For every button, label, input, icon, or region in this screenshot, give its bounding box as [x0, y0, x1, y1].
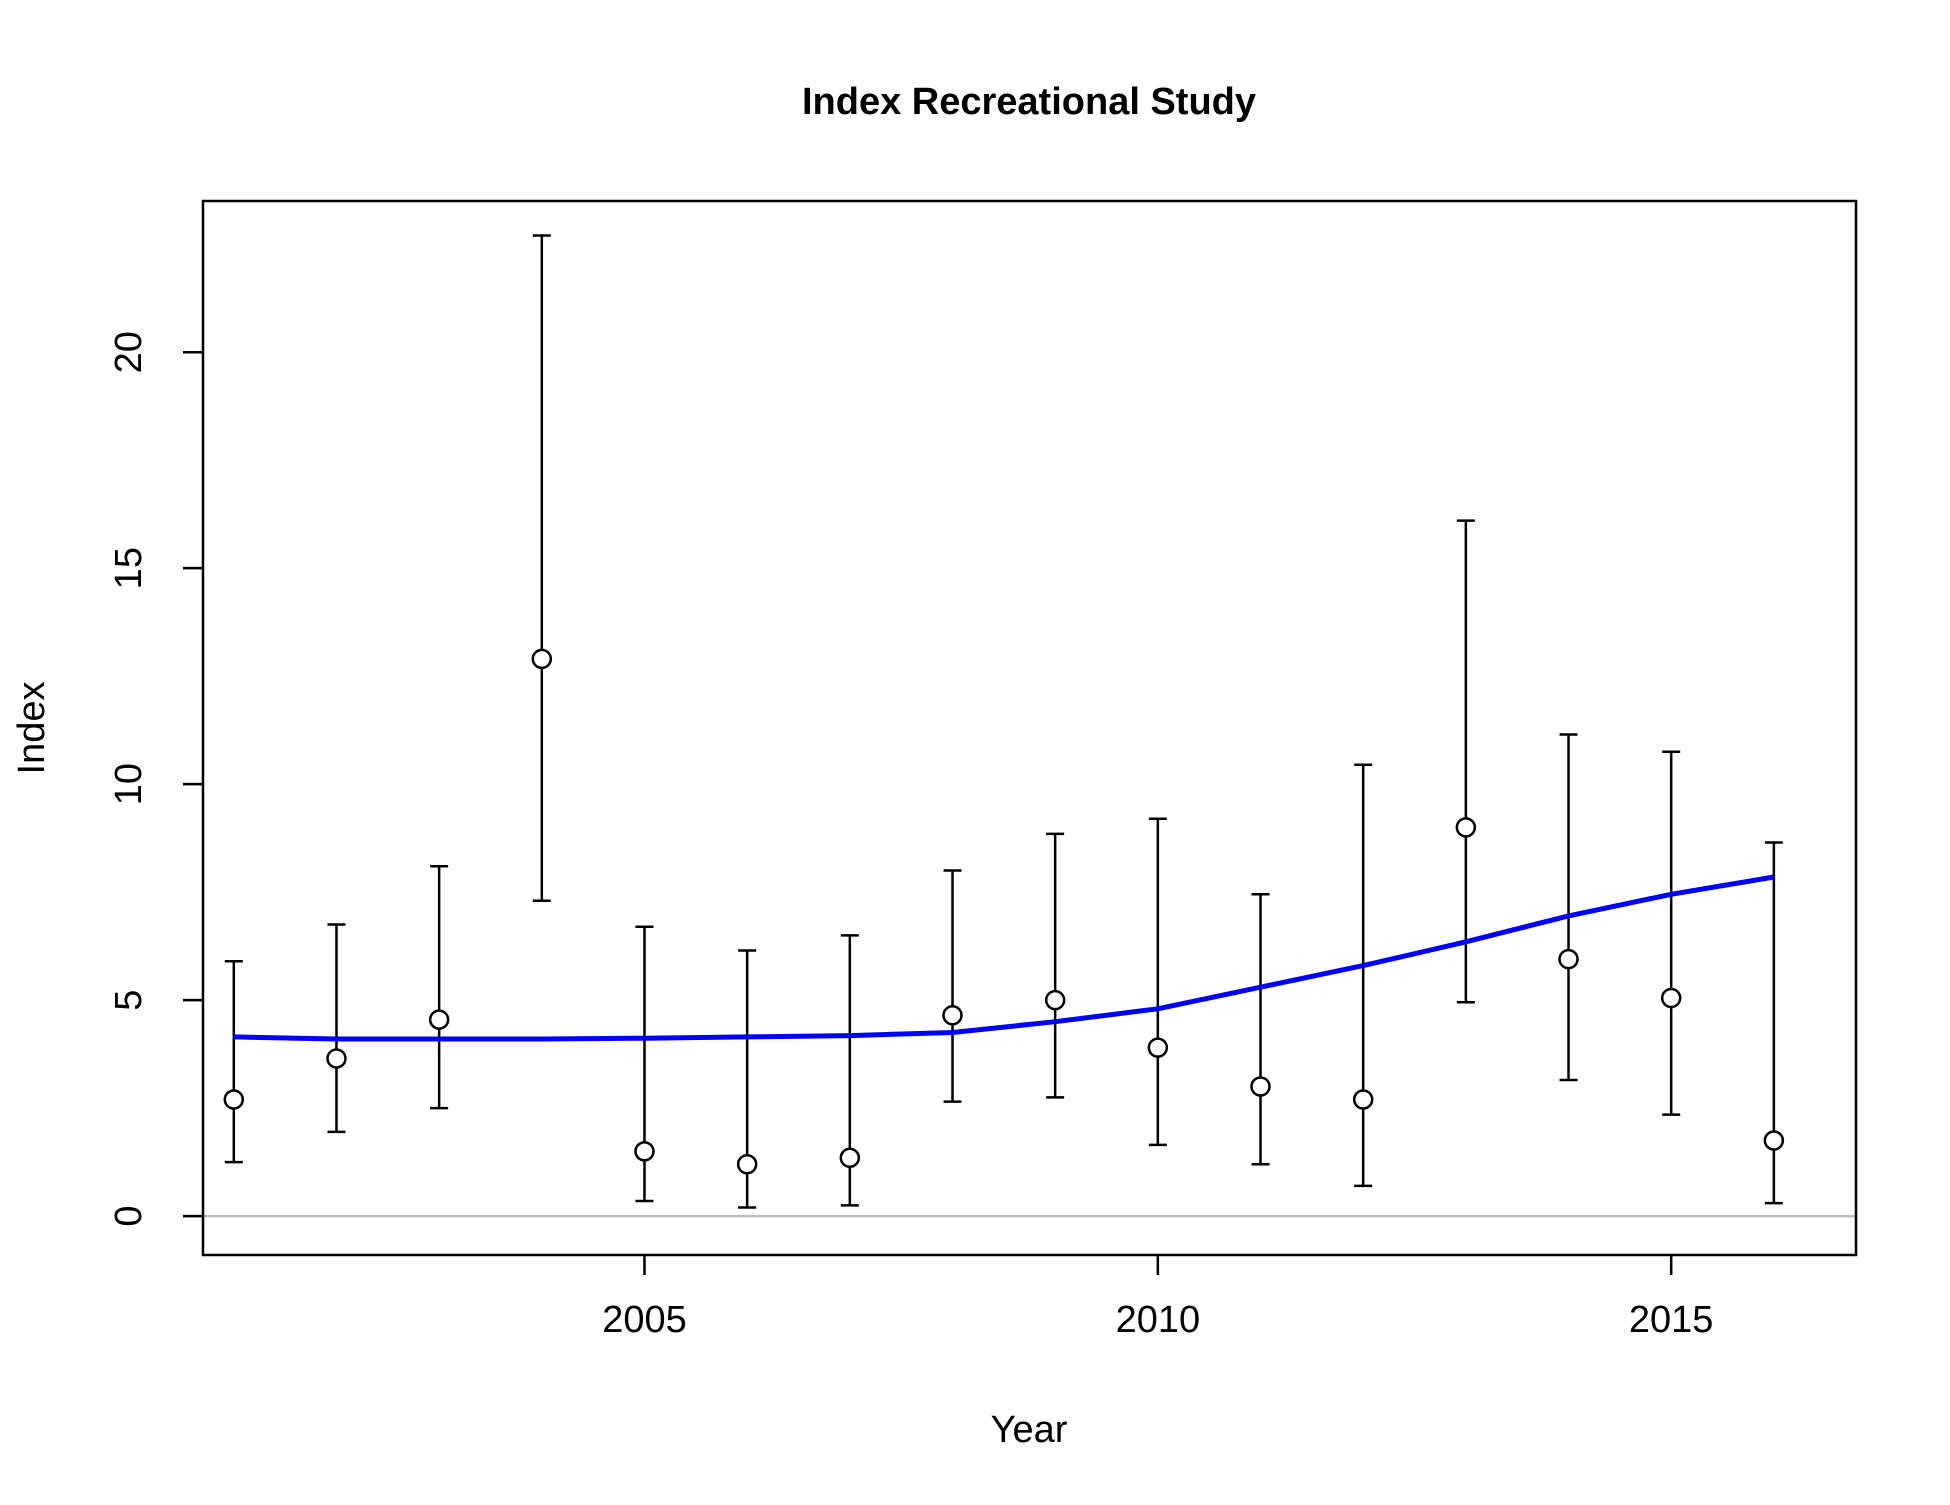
trend-line: [233, 874, 1775, 1042]
data-point: [1455, 817, 1477, 838]
x-axis-label: Year: [991, 1409, 1068, 1451]
error-bar: [1456, 519, 1475, 1004]
data-point: [942, 1005, 963, 1026]
y-tick-label: 5: [108, 990, 150, 1011]
y-tick-label: 20: [108, 331, 150, 373]
error-bar: [1662, 750, 1681, 1116]
y-tick-label: 10: [108, 763, 150, 805]
data-point: [223, 1089, 245, 1110]
data-point: [736, 1154, 758, 1175]
error-bar: [224, 960, 243, 1164]
data-point: [1147, 1037, 1169, 1058]
x-tick-label: 2005: [602, 1299, 687, 1341]
y-tick-label: 0: [108, 1206, 150, 1227]
error-bar: [943, 869, 962, 1103]
plot-frame: [201, 199, 1858, 1257]
data-point: [1352, 1089, 1374, 1110]
chart-title: Index Recreational Study: [802, 81, 1256, 123]
data-point: [1558, 948, 1579, 970]
error-bar: [430, 864, 449, 1110]
error-bar: [1251, 893, 1270, 1166]
data-point: [634, 1141, 655, 1162]
x-tick-label: 2015: [1629, 1299, 1714, 1341]
x-tick-label: 2010: [1116, 1299, 1201, 1341]
data-point: [1044, 989, 1066, 1011]
plot-layer: 2005 2010 2015 0 5 10 15 20: [108, 199, 1858, 1341]
error-bar: [532, 234, 551, 903]
error-bar: [1046, 832, 1065, 1099]
data-point: [839, 1147, 861, 1169]
data-point: [428, 1009, 450, 1030]
data-point: [1763, 1130, 1785, 1151]
data-point: [1660, 987, 1682, 1009]
data-point: [531, 648, 553, 670]
error-bar: [1354, 763, 1373, 1188]
error-bar: [1559, 733, 1578, 1082]
error-bar: [1148, 817, 1167, 1147]
y-axis-label: Index: [11, 682, 53, 775]
data-point: [326, 1048, 347, 1069]
y-tick-label: 15: [108, 547, 150, 589]
data-point: [1250, 1076, 1271, 1097]
error-bar: [327, 923, 346, 1134]
